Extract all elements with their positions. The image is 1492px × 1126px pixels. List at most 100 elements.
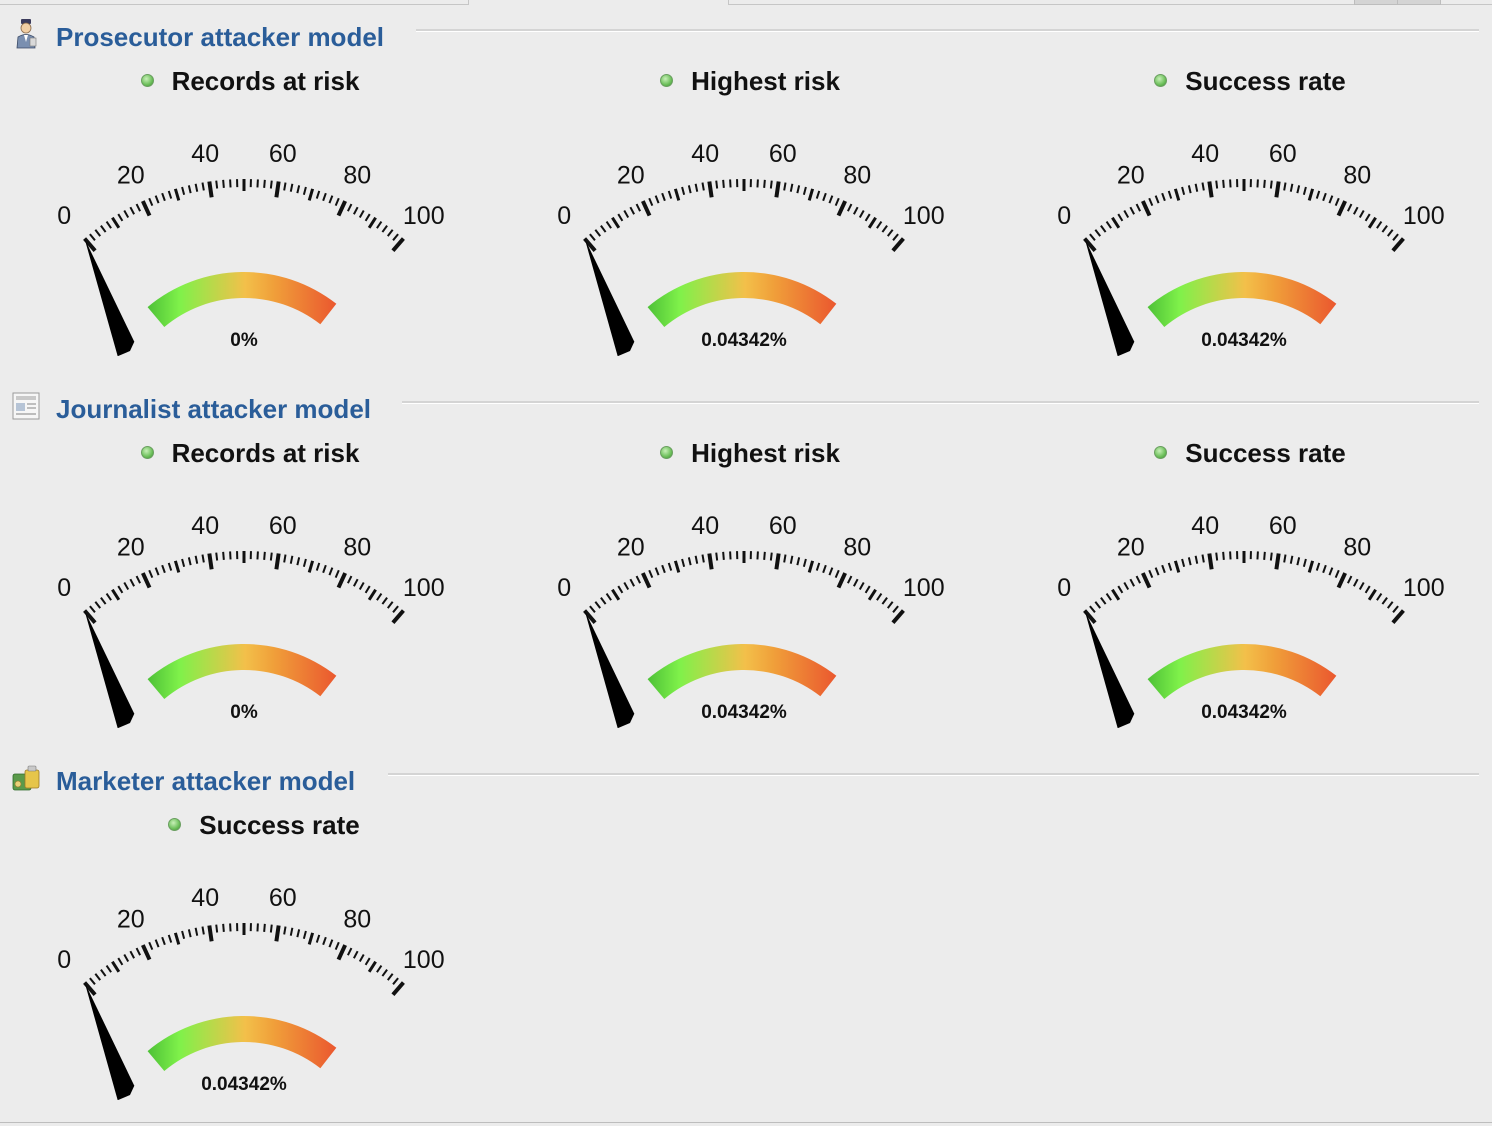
dial-minor-tick <box>173 932 181 945</box>
dial-minor-tick <box>181 558 186 568</box>
dial-minor-tick <box>315 934 321 943</box>
gauge-color-band <box>147 644 337 700</box>
gauge-dial: 0 20 40 60 80 100 <box>557 512 945 728</box>
dial-minor-tick <box>89 605 96 613</box>
gauge-value-readout: 0.04342% <box>701 702 787 723</box>
toolbar-button[interactable] <box>1354 0 1398 5</box>
dial-minor-tick <box>1307 188 1315 201</box>
journalist-icon <box>12 392 40 420</box>
dial-tick-label: 60 <box>269 512 297 540</box>
dial-minor-tick <box>386 229 394 237</box>
dial-minor-tick <box>392 233 399 241</box>
status-dot-icon <box>140 73 154 87</box>
dial-minor-tick <box>1173 560 1181 573</box>
gauge-label-text: Records at risk <box>171 438 360 468</box>
dial-minor-tick <box>1263 551 1266 560</box>
dial-minor-tick <box>828 567 834 576</box>
dial-minor-tick <box>858 582 865 590</box>
gauge-value-readout: 0.04342% <box>201 1074 287 1095</box>
dial-minor-tick <box>1269 552 1273 561</box>
dial-minor-tick <box>681 558 686 568</box>
dial-minor-tick <box>1222 179 1225 188</box>
dial-major-tick <box>141 200 152 217</box>
dial-tick-label: 80 <box>1343 534 1371 562</box>
dial-minor-tick <box>822 192 827 202</box>
dial-tick-label: 40 <box>691 512 719 540</box>
dial-minor-tick <box>347 947 353 956</box>
dial-minor-tick <box>187 557 192 566</box>
dial-minor-tick <box>1181 186 1186 196</box>
dial-major-tick <box>1274 553 1281 570</box>
dial-minor-tick <box>1353 206 1359 215</box>
section-title: Journalist attacker model <box>56 394 371 424</box>
gauge-label: Highest risk <box>500 438 1000 469</box>
dial-minor-tick <box>167 190 173 199</box>
dial-minor-tick <box>1283 182 1287 191</box>
dial-major-tick <box>891 237 905 252</box>
section-title: Prosecutor attacker model <box>56 22 385 52</box>
dial-minor-tick <box>796 185 801 194</box>
dial-minor-tick <box>1392 605 1399 613</box>
dial-minor-tick <box>886 229 894 237</box>
dial-minor-tick <box>364 213 371 222</box>
section-divider <box>388 773 1479 776</box>
dial-minor-tick <box>1381 597 1388 605</box>
gauge-dial: 0 20 40 60 80 100 <box>1057 512 1445 728</box>
dial-minor-tick <box>673 188 681 201</box>
toolbar-button[interactable] <box>1397 0 1441 5</box>
dial-minor-tick <box>892 233 899 241</box>
dial-minor-tick <box>796 557 801 566</box>
dial-tick-label: 80 <box>343 162 371 190</box>
dial-minor-tick <box>358 954 365 962</box>
dial-minor-tick <box>1289 555 1294 564</box>
dial-minor-tick <box>694 555 699 564</box>
dial-minor-tick <box>1358 210 1365 218</box>
dial-major-tick <box>391 237 405 252</box>
dial-minor-tick <box>376 221 383 229</box>
dial-tick-label: 80 <box>843 534 871 562</box>
dial-major-tick <box>207 181 214 198</box>
dial-minor-tick <box>222 179 225 188</box>
gauge-color-band <box>1147 272 1337 328</box>
dial-minor-tick <box>322 936 327 946</box>
status-dot-icon <box>1154 445 1168 459</box>
dial-minor-tick <box>334 197 340 207</box>
gauge-label-text: Success rate <box>199 810 360 840</box>
dial-minor-tick <box>1283 554 1287 563</box>
dial-minor-tick <box>594 229 602 237</box>
dial-minor-tick <box>161 192 166 202</box>
dial-minor-tick <box>117 213 124 222</box>
dial-tick-label: 0 <box>57 946 71 974</box>
dial-tick-label: 20 <box>1117 534 1145 562</box>
dial-major-tick <box>1207 553 1214 570</box>
dial-minor-tick <box>1094 229 1102 237</box>
dial-minor-tick <box>1129 578 1135 587</box>
dial-minor-tick <box>867 588 877 601</box>
dial-minor-tick <box>1135 203 1141 212</box>
dial-minor-tick <box>129 950 135 959</box>
dial-minor-tick <box>129 206 135 215</box>
dial-tick-label: 60 <box>269 884 297 912</box>
dial-minor-tick <box>289 183 294 192</box>
dial-minor-tick <box>315 190 321 199</box>
gauge-label: Success rate <box>1000 438 1492 469</box>
dial-minor-tick <box>94 601 102 609</box>
dial-minor-tick <box>173 188 181 201</box>
dial-minor-tick <box>187 929 192 938</box>
dial-minor-tick <box>611 588 621 601</box>
dial-minor-tick <box>392 977 399 985</box>
dial-minor-tick <box>1315 562 1321 571</box>
gauge-needle <box>84 238 135 356</box>
dial-tick-label: 60 <box>1269 512 1297 540</box>
dial-minor-tick <box>283 182 287 191</box>
status-dot-icon <box>660 445 674 459</box>
prosecutor-icon <box>16 19 37 49</box>
dial-minor-tick <box>307 560 315 573</box>
dial-minor-tick <box>1201 182 1205 191</box>
dial-minor-tick <box>334 941 340 951</box>
dial-major-tick <box>1083 237 1097 252</box>
dial-tick-label: 100 <box>903 202 945 230</box>
dial-minor-tick <box>701 182 705 191</box>
dial-minor-tick <box>367 960 377 973</box>
dial-minor-tick <box>687 185 692 194</box>
